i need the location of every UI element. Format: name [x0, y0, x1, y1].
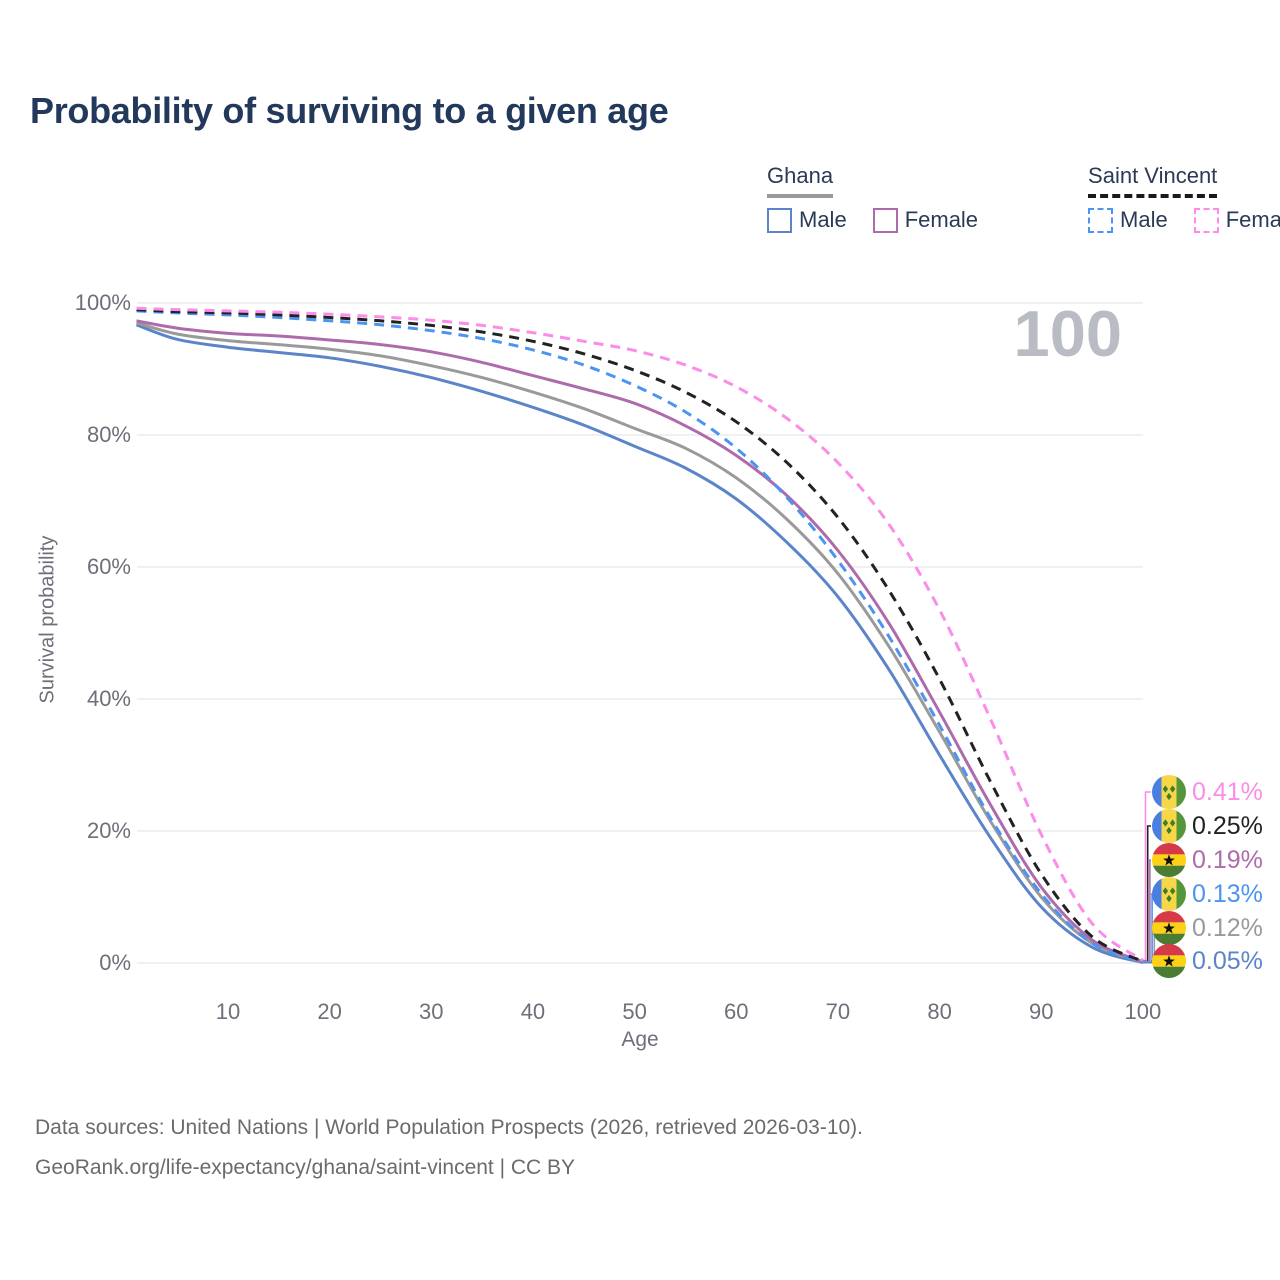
series-line-saint-vincent-male[interactable] [136, 309, 1144, 964]
legend-swatch-solid [767, 207, 792, 233]
saint-vincent-flag-icon [1152, 775, 1186, 809]
page-title: Probability of surviving to a given age [30, 90, 669, 131]
y-tick-label: 80% [86, 422, 131, 447]
x-tick-label: 40 [520, 999, 546, 1024]
legend-item-label: Male [799, 207, 847, 232]
end-label-ghana-male[interactable]: 0.05% [1152, 944, 1263, 978]
x-tick-label: 30 [419, 999, 444, 1024]
series-line-ghana[interactable] [136, 321, 1144, 964]
legend-group-saint-vincent-label[interactable]: Saint Vincent [1088, 163, 1218, 198]
footer-data-sources: Data sources: United Nations | World Pop… [35, 1116, 864, 1139]
legend: Ghana Male Female Saint Vincent Male Femal… [767, 163, 1280, 233]
legend-item-saint-vincent-male[interactable]: Male [1088, 207, 1168, 233]
legend-group-ghana-label[interactable]: Ghana [767, 163, 834, 198]
series-line-saint-vincent-female[interactable] [136, 306, 1144, 962]
legend-swatch-dashed [1193, 207, 1219, 233]
series-line-saint-vincent[interactable] [136, 308, 1144, 963]
legend-item-label: Female [904, 207, 979, 232]
end-label-value: 0.05% [1192, 946, 1263, 975]
x-tick-label: 20 [317, 999, 342, 1024]
x-tick-label: 50 [622, 999, 647, 1024]
y-tick-label: 0% [99, 950, 131, 975]
age-watermark: 100 [1013, 297, 1122, 370]
legend-swatch-solid [872, 207, 898, 233]
legend-row-ghana: Male Female [767, 207, 1004, 233]
x-tick-label: 60 [724, 999, 749, 1024]
end-label-value: 0.19% [1192, 845, 1263, 874]
legend-row-saint-vincent: Male Female [1088, 207, 1280, 233]
y-tick-label: 20% [86, 818, 131, 843]
end-label-saint-vincent[interactable]: 0.25% [1152, 809, 1263, 843]
x-tick-label: 80 [927, 999, 952, 1024]
end-label-ghana[interactable]: 0.12% [1152, 911, 1263, 945]
end-label-ghana-female[interactable]: 0.19% [1152, 843, 1263, 877]
y-tick-label: 60% [86, 554, 131, 579]
ghana-flag-icon [1152, 843, 1186, 877]
legend-group-ghana: Ghana Male Female [767, 163, 1004, 233]
series-line-ghana-male[interactable] [135, 323, 1144, 965]
legend-item-label: Male [1120, 207, 1168, 232]
end-label-value: 0.25% [1192, 811, 1263, 840]
x-tick-label: 10 [215, 999, 241, 1024]
legend-item-ghana-male[interactable]: Male [767, 207, 847, 233]
end-label-leader-line [1143, 791, 1151, 962]
ghana-flag-icon [1152, 911, 1186, 945]
footer-attribution: GeoRank.org/life-expectancy/ghana/saint-… [35, 1156, 576, 1179]
x-tick-label: 90 [1028, 999, 1054, 1024]
legend-item-ghana-female[interactable]: Female [872, 207, 979, 233]
saint-vincent-flag-icon [1152, 809, 1186, 843]
end-label-value: 0.12% [1192, 913, 1263, 942]
y-tick-label: 40% [86, 686, 131, 711]
x-axis-label: Age [621, 1028, 659, 1051]
legend-swatch-dashed [1088, 207, 1114, 233]
footer: Data sources: United Nations | World Pop… [35, 1108, 1185, 1188]
end-label-value: 0.41% [1192, 777, 1263, 806]
x-tick-label: 70 [825, 999, 851, 1024]
series-line-ghana-female[interactable] [136, 319, 1144, 964]
ghana-flag-icon [1152, 944, 1186, 978]
y-tick-label: 100% [74, 290, 131, 315]
end-label-saint-vincent-male[interactable]: 0.13% [1152, 877, 1263, 911]
legend-item-label: Female [1225, 207, 1280, 232]
x-tick-label: 100 [1124, 999, 1162, 1024]
end-label-saint-vincent-female[interactable]: 0.41% [1152, 775, 1263, 809]
legend-group-saint-vincent: Saint Vincent Male Female [1088, 163, 1280, 233]
saint-vincent-flag-icon [1152, 877, 1186, 911]
legend-item-saint-vincent-female[interactable]: Female [1193, 207, 1280, 233]
end-label-value: 0.13% [1192, 879, 1263, 908]
